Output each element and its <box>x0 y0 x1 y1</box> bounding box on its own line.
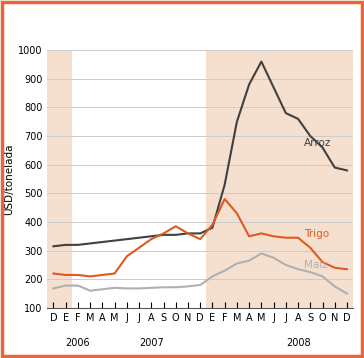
Text: Arroz: Arroz <box>304 138 332 148</box>
Bar <box>47 50 72 308</box>
Text: Maíz: Maíz <box>304 260 328 270</box>
Bar <box>206 50 353 308</box>
Y-axis label: USD/tonelada: USD/tonelada <box>4 143 14 215</box>
Text: Precios internacionales de determinados cereales: Precios internacionales de determinados … <box>26 14 338 27</box>
Text: 2008: 2008 <box>286 338 310 348</box>
Text: 2006: 2006 <box>66 338 90 348</box>
Text: 2007: 2007 <box>139 338 164 348</box>
Text: Trigo: Trigo <box>304 229 329 239</box>
